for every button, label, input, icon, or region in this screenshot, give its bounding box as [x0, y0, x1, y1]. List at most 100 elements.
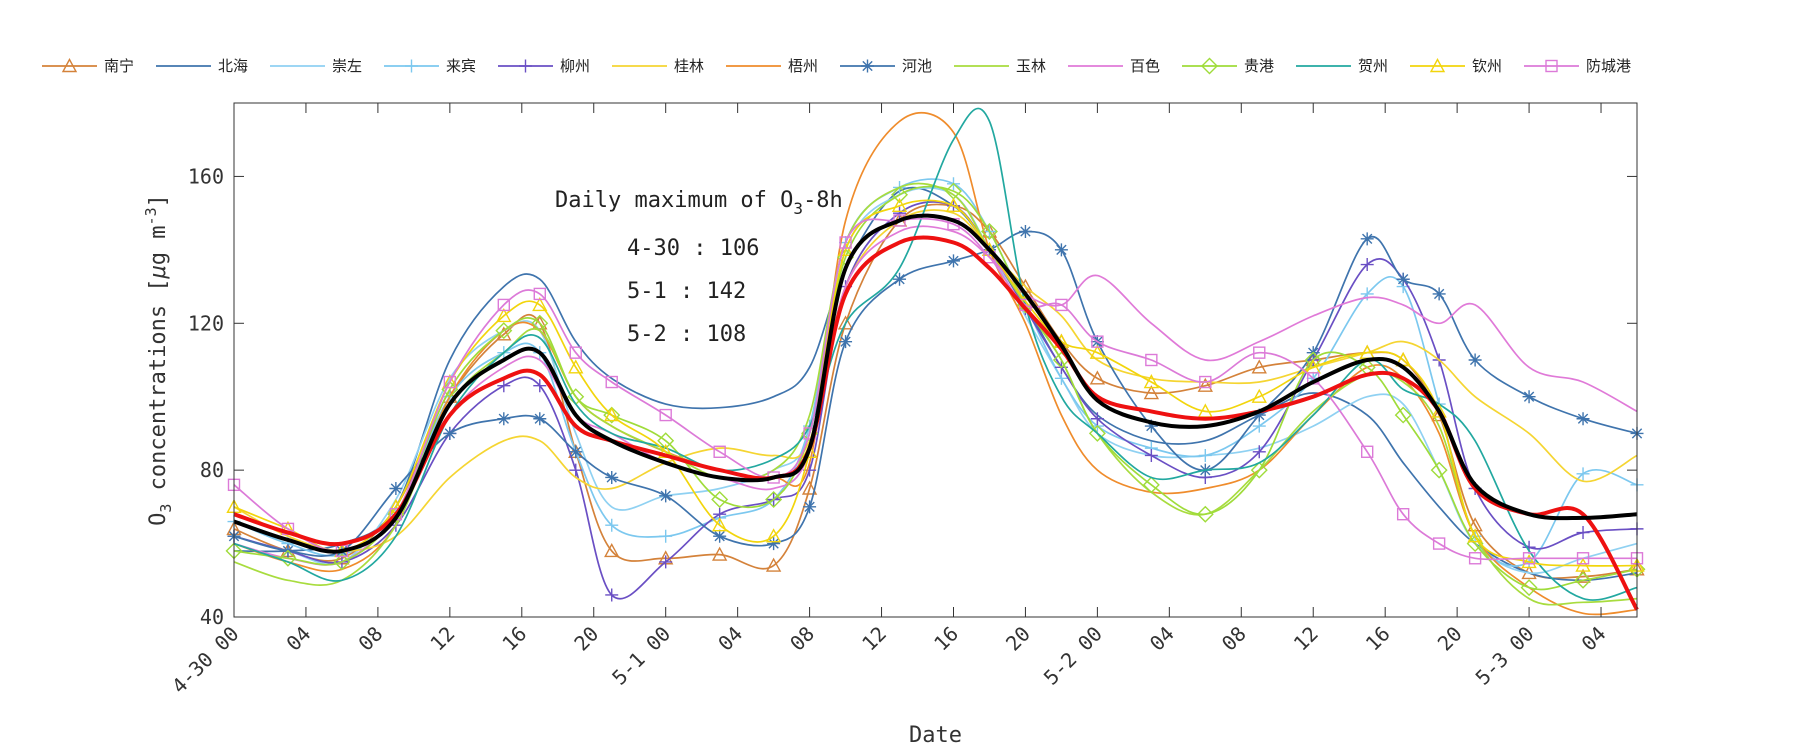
legend-marker: [519, 59, 532, 73]
data-point: [1360, 258, 1374, 272]
x-tick-label: 16: [1361, 622, 1395, 656]
data-point: [1360, 232, 1374, 246]
legend-item: 贵港: [1182, 57, 1274, 75]
legend-label: 桂林: [674, 57, 704, 75]
data-point: [839, 335, 853, 349]
data-point: [604, 542, 620, 558]
data-point: [1520, 579, 1538, 597]
legend-marker: [1429, 58, 1446, 73]
data-point: [711, 491, 729, 509]
data-point: [946, 254, 960, 268]
x-tick-label: 12: [1289, 622, 1323, 656]
x-tick-label: 08: [785, 622, 819, 656]
data-point: [659, 529, 673, 543]
series-line: [233, 230, 1638, 557]
data-point: [713, 445, 726, 458]
legend: 南宁 北海 崇左 来宾 柳州 桂林 梧州 河池 玉林 百色 贵港 贺州 钦州 防城港: [42, 57, 1631, 75]
data-point: [443, 375, 457, 389]
data-point: [1199, 375, 1212, 389]
legend-item: 来宾: [384, 57, 476, 75]
data-point: [1396, 272, 1410, 286]
legend-item: 贺州: [1296, 57, 1388, 75]
y-tick-label: 80: [200, 458, 224, 482]
legend-label: 柳州: [560, 57, 590, 75]
data-point: [1054, 371, 1068, 385]
series-line: [233, 209, 1638, 552]
data-point: [893, 272, 907, 286]
legend-item: 河池: [840, 57, 932, 75]
legend-marker: [405, 59, 418, 73]
data-point: [333, 553, 351, 571]
legend-label: 梧州: [788, 57, 818, 75]
legend-label: 贺州: [1358, 57, 1388, 75]
data-point: [531, 314, 549, 332]
data-point: [893, 206, 907, 220]
x-tick-label: 20: [569, 622, 603, 656]
data-point: [1090, 412, 1104, 426]
data-point: [1018, 225, 1032, 238]
x-tick-label: 04: [281, 622, 315, 656]
data-point: [765, 528, 782, 543]
plot-frame: [233, 102, 1638, 618]
x-tick-label: 04: [1145, 622, 1179, 656]
data-point: [803, 500, 817, 514]
x-axis-label: Date: [909, 723, 962, 748]
data-point: [603, 406, 621, 424]
data-point: [1251, 359, 1267, 374]
legend-marker: [61, 58, 78, 73]
x-tick-label: 04: [713, 622, 747, 656]
series-line: [233, 213, 1638, 554]
x-tick-label: 20: [1001, 622, 1035, 656]
x-tick-label: 08: [353, 622, 387, 656]
x-tick-label: 20: [1433, 622, 1467, 656]
x-tick-label: 12: [425, 622, 459, 656]
data-point: [765, 557, 782, 572]
data-point: [532, 296, 548, 312]
series-line: [233, 107, 1638, 601]
data-point: [839, 236, 852, 249]
data-point: [1055, 298, 1068, 312]
annotation-line-2: 5-1 : 142: [627, 279, 746, 304]
x-tick-label: 16: [497, 622, 531, 656]
series-防城港: [227, 214, 1644, 565]
data-point: [1145, 353, 1158, 367]
data-point: [711, 546, 728, 561]
legend-marker: [1545, 59, 1558, 73]
data-point: [713, 529, 727, 543]
data-point: [1522, 552, 1536, 565]
legend-item: 玉林: [954, 57, 1046, 75]
data-point: [279, 549, 297, 567]
series-line: [233, 225, 1638, 566]
data-point: [891, 197, 908, 213]
data-point: [1431, 403, 1447, 418]
data-point: [1432, 537, 1446, 550]
data-point: [891, 186, 909, 204]
data-point: [1576, 526, 1590, 540]
legend-label: 百色: [1130, 57, 1160, 75]
series-南宁: [226, 197, 1645, 583]
data-point: [569, 463, 583, 477]
series-贺州: [233, 107, 1638, 601]
legend-label: 河池: [902, 57, 932, 75]
legend-item: 南宁: [42, 57, 134, 75]
data-point: [532, 315, 548, 330]
x-tick-label: 08: [1217, 622, 1251, 656]
legend-label: 崇左: [332, 57, 362, 75]
data-point: [497, 379, 511, 393]
data-point: [568, 359, 584, 374]
data-point: [1430, 461, 1448, 479]
data-point: [711, 517, 728, 532]
legend-item: 钦州: [1410, 57, 1502, 75]
data-point: [1251, 388, 1267, 403]
x-tick-label: 5-1 00: [607, 622, 675, 690]
series-百色: [233, 225, 1638, 566]
data-point: [1091, 335, 1104, 348]
series-贵港: [225, 182, 1646, 597]
y-tick-label: 40: [200, 605, 224, 629]
data-point: [1253, 346, 1266, 359]
data-point: [569, 346, 582, 359]
x-tick-label: 5-2 00: [1039, 622, 1107, 690]
data-point: [1394, 406, 1412, 424]
data-point: [1574, 571, 1592, 589]
